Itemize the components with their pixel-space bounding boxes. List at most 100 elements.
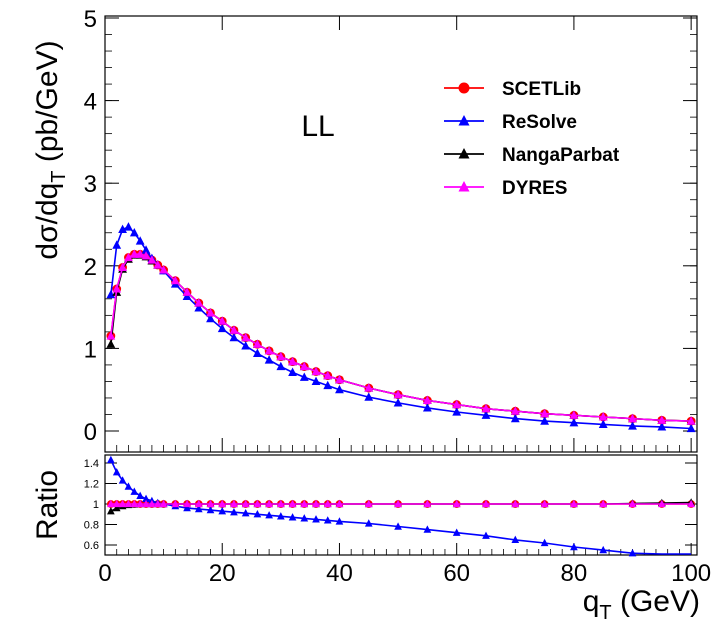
data-point-marker [686, 416, 696, 425]
data-point-marker [206, 505, 215, 514]
data-point-marker [540, 538, 549, 547]
legend-label: NangaParbat [502, 145, 620, 166]
x-tick-label: 60 [443, 560, 470, 587]
x-tick-label: 100 [671, 560, 711, 587]
x-tick-label: 80 [561, 560, 588, 587]
data-point-marker [423, 525, 432, 533]
data-point-marker [112, 499, 121, 508]
data-point-marker [458, 115, 470, 126]
data-point-marker [458, 148, 470, 159]
data-point-marker [335, 499, 344, 508]
data-point-marker [511, 535, 520, 544]
data-point-marker [598, 412, 608, 421]
data-point-marker [129, 249, 139, 258]
data-point-marker [170, 275, 180, 285]
data-point-marker [142, 499, 150, 508]
data-point-marker [422, 403, 432, 412]
data-point-marker [540, 499, 549, 508]
main-panel: 0 1 2 3 4 5 LL SCETLib ReSolve NangaParbat DYRES [84, 6, 698, 453]
data-point-marker [159, 265, 169, 274]
data-point-marker [194, 499, 203, 508]
data-point-marker [657, 422, 667, 431]
data-point-marker [106, 289, 116, 299]
data-point-marker [423, 499, 432, 508]
data-point-marker [276, 512, 285, 520]
data-point-marker [598, 419, 608, 428]
data-point-marker [182, 287, 192, 296]
data-point-marker [300, 499, 309, 508]
ratio-y-tick-label: 0.8 [84, 520, 99, 532]
data-point-marker [323, 516, 332, 524]
data-point-marker [142, 494, 150, 503]
data-point-marker [569, 417, 579, 427]
data-point-marker [364, 392, 374, 401]
data-point-marker [124, 252, 133, 262]
data-point-marker [393, 389, 403, 399]
data-point-marker [241, 499, 250, 508]
data-point-marker [218, 499, 227, 508]
data-point-marker [393, 398, 403, 407]
data-point-marker [217, 316, 227, 325]
ratio-panel: 0.6 0.8 1 1.2 1.4 [84, 454, 698, 557]
data-point-marker [153, 499, 162, 508]
data-point-marker [276, 499, 285, 508]
data-point-marker [335, 517, 344, 525]
data-point-marker [118, 476, 127, 484]
data-point-marker [241, 509, 250, 517]
data-point-marker [264, 346, 274, 355]
data-point-marker [153, 260, 163, 269]
data-point-marker [364, 383, 374, 392]
data-point-marker [323, 499, 332, 508]
data-point-marker [229, 332, 239, 342]
data-point-marker [482, 531, 490, 539]
x-tick-label: 40 [326, 560, 353, 587]
x-axis-title: qT (GeV) [583, 585, 700, 624]
series-dyres [106, 249, 696, 425]
data-point-marker [194, 298, 204, 307]
data-point-marker [135, 249, 145, 258]
data-point-marker [482, 499, 490, 508]
data-point-marker [112, 503, 121, 512]
data-point-marker [253, 499, 262, 508]
data-point-marker [171, 499, 180, 508]
y-tick-label: 5 [84, 6, 97, 33]
data-point-marker [129, 227, 139, 237]
data-point-marker [276, 351, 286, 361]
data-point-marker [124, 222, 133, 231]
data-point-marker [599, 545, 608, 554]
data-point-marker [276, 361, 286, 371]
data-point-marker [106, 339, 116, 348]
data-point-marker [628, 549, 637, 557]
y-tick-label: 0 [84, 419, 97, 446]
data-point-marker [252, 348, 262, 357]
data-point-marker [124, 482, 133, 490]
data-point-marker [264, 355, 274, 364]
legend-entry-resolve: ReSolve [444, 112, 577, 133]
ratio-y-tick-label: 1.2 [84, 479, 99, 491]
data-point-marker [481, 403, 491, 413]
data-point-marker [452, 499, 461, 508]
series-nangaparbat [106, 250, 696, 425]
data-point-marker [112, 284, 122, 293]
data-point-marker [194, 504, 203, 513]
data-point-marker [124, 499, 133, 508]
data-point-marker [288, 356, 297, 366]
data-point-marker [288, 513, 297, 521]
data-point-marker [218, 506, 227, 515]
data-point-marker [183, 503, 191, 512]
data-point-marker [194, 303, 204, 312]
data-point-marker [206, 499, 215, 508]
y-tick-label: 2 [84, 254, 97, 281]
data-point-marker [206, 313, 215, 323]
data-point-marker [599, 499, 608, 508]
data-point-marker [511, 499, 520, 508]
data-point-marker [312, 515, 320, 523]
data-point-marker [540, 416, 550, 425]
data-point-marker [112, 468, 121, 476]
data-point-marker [312, 499, 320, 508]
data-point-marker [458, 82, 470, 94]
data-point-marker [265, 499, 273, 508]
y-axis-title: dσ/dqT (pb/GeV) [31, 40, 70, 259]
data-point-marker [311, 366, 321, 376]
data-point-marker [141, 245, 151, 254]
